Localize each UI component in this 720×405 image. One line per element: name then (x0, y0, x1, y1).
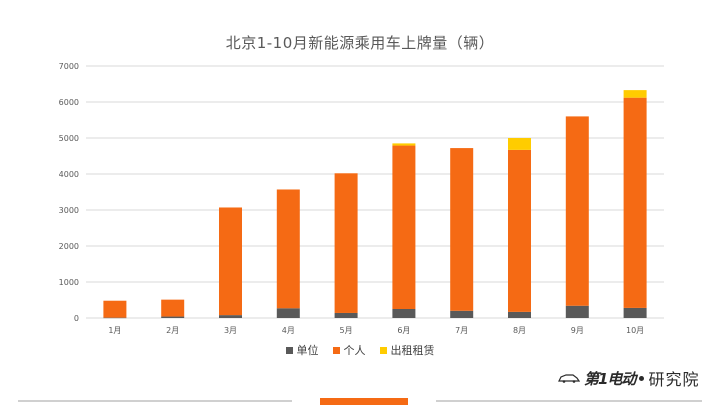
bar-segment-personal (334, 173, 358, 313)
bar-segment-personal (508, 149, 531, 312)
bar-segment-personal (103, 300, 127, 318)
x-axis-ticks: 1月 2月 3月 4月 5月 6月 7月 8月 9月 10月 (108, 326, 644, 335)
y-tick-label: 0 (74, 314, 79, 323)
legend-label: 出租租赁 (390, 344, 435, 357)
y-tick-label: 7000 (59, 62, 79, 71)
y-tick-label: 5000 (59, 134, 79, 143)
bar-segment-personal (161, 299, 185, 317)
logo-separator-dot (639, 375, 645, 381)
x-tick-label: 8月 (513, 326, 526, 335)
bar-segment-rental (623, 90, 647, 98)
legend-swatch (379, 346, 387, 354)
bar-segment-unit (219, 315, 242, 318)
x-tick-label: 1月 (108, 326, 121, 335)
legend-label: 单位 (296, 344, 319, 357)
bar-segment-unit (103, 317, 127, 319)
x-tick-label: 10月 (626, 326, 644, 335)
x-tick-label: 9月 (571, 326, 584, 335)
bar-segment-personal (450, 148, 474, 311)
legend-swatch (285, 346, 293, 354)
bar-segment-rental (508, 138, 531, 150)
footer-accent-bar (320, 398, 408, 405)
y-axis-ticks: 0 1000 2000 3000 4000 5000 6000 7000 (59, 62, 79, 323)
bar-segment-unit (392, 309, 416, 318)
y-tick-label: 6000 (59, 98, 79, 107)
bar-segment-rental (392, 143, 416, 146)
bar-segment-unit (334, 312, 358, 318)
car-icon (558, 374, 580, 383)
footer-line-right (436, 400, 702, 402)
legend-item: 单位 (285, 342, 319, 358)
legend-item: 出租租赁 (379, 342, 435, 358)
x-tick-label: 7月 (455, 326, 468, 335)
legend: 单位 个人 出租租赁 (0, 342, 720, 358)
bars (103, 90, 647, 319)
bar-segment-unit (565, 305, 589, 318)
legend-swatch (332, 346, 340, 354)
bar-segment-unit (450, 310, 474, 318)
bar-segment-personal (565, 116, 589, 306)
x-tick-label: 4月 (282, 326, 295, 335)
bar-segment-personal (623, 97, 647, 308)
logo-brand-text: 第1电动 (584, 369, 636, 388)
legend-item: 个人 (332, 342, 366, 358)
y-tick-label: 4000 (59, 170, 79, 179)
bar-segment-unit (161, 316, 185, 318)
chart-title: 北京1-10月新能源乘用车上牌量（辆） (225, 34, 495, 52)
logo-brand-suffix: 研究院 (648, 370, 700, 389)
bar-segment-personal (276, 189, 300, 309)
bar-segment-personal (219, 207, 242, 316)
bar-segment-personal (392, 145, 416, 309)
y-tick-label: 1000 (59, 278, 79, 287)
bar-segment-unit (276, 308, 300, 318)
x-tick-label: 5月 (340, 326, 353, 335)
x-tick-label: 2月 (166, 326, 179, 335)
footer-line-left (18, 400, 292, 402)
x-tick-label: 6月 (397, 326, 410, 335)
legend-label: 个人 (343, 344, 366, 357)
x-tick-label: 3月 (224, 326, 237, 335)
y-tick-label: 2000 (59, 242, 79, 251)
bar-segment-unit (623, 307, 647, 318)
y-tick-label: 3000 (59, 206, 79, 215)
brand-logo: 第1电动 研究院 (558, 366, 699, 390)
bar-segment-unit (508, 311, 531, 318)
